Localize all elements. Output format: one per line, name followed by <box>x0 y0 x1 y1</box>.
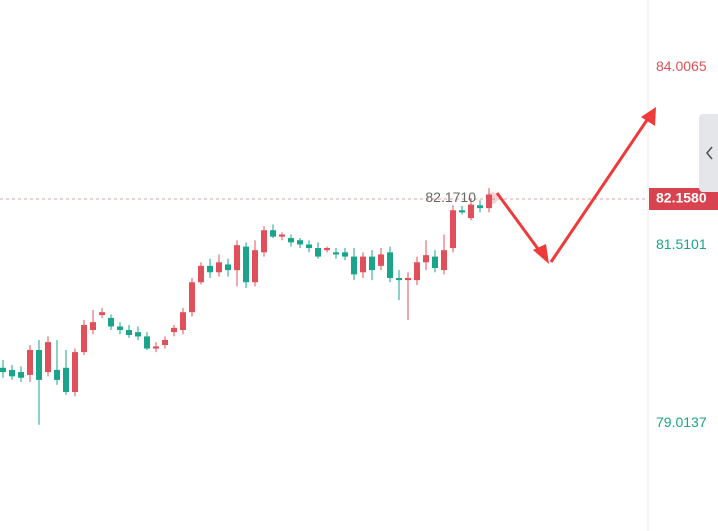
candle-body <box>333 252 339 255</box>
candle-body <box>270 230 276 237</box>
candle-body <box>360 256 366 273</box>
candle-body <box>108 317 114 327</box>
candle-body <box>99 312 105 316</box>
candle-body <box>288 238 294 243</box>
candle-body <box>369 256 375 271</box>
candle-body <box>216 262 222 273</box>
candle-body <box>180 312 186 331</box>
candle-body <box>153 346 159 349</box>
candle-body <box>207 265 213 273</box>
candle-body <box>63 367 69 393</box>
candle-body <box>396 277 402 281</box>
candle-body <box>387 252 393 278</box>
candle-body <box>459 210 465 213</box>
candle-body <box>252 250 258 283</box>
y-tick-label: 81.5101 <box>656 236 707 252</box>
candle-body <box>126 330 132 335</box>
y-tick-label: 84.0065 <box>656 58 707 74</box>
candle-body <box>315 248 321 257</box>
candle-body <box>9 369 15 377</box>
candle-body <box>414 262 420 281</box>
candle-body <box>378 254 384 266</box>
candle-body <box>18 372 24 378</box>
candle-body <box>279 234 285 237</box>
candle-body <box>405 277 411 281</box>
candle-body <box>297 240 303 245</box>
candle-body <box>450 210 456 249</box>
candle-body <box>468 204 474 219</box>
arrow-head <box>533 244 549 264</box>
candle-body <box>306 244 312 249</box>
candle-body <box>234 245 240 271</box>
candle-body <box>45 342 51 373</box>
candle-body <box>90 322 96 331</box>
chevron-icon <box>705 146 713 160</box>
candle-body <box>441 250 447 271</box>
candle-body <box>54 369 60 380</box>
candle-body <box>189 282 195 313</box>
candle-body <box>351 256 357 275</box>
annotation-label: 82.1710 <box>425 189 476 205</box>
candle-body <box>81 325 87 353</box>
plot-area: 84.0065 81.5101 79.0137 82.1580 82.1710 <box>0 58 718 430</box>
candle-body <box>486 194 492 209</box>
candle-body <box>243 246 249 283</box>
candle-body <box>324 248 330 251</box>
candle-body <box>423 255 429 263</box>
arrow-up <box>549 119 649 263</box>
candle-body <box>171 327 177 333</box>
y-tick-label: 79.0137 <box>656 414 707 430</box>
candle-body <box>0 367 6 373</box>
side-handle[interactable] <box>699 114 718 192</box>
forecast-arrow <box>495 107 656 264</box>
candle-body <box>198 265 204 283</box>
arrow-down <box>495 192 543 254</box>
candle-body <box>135 332 141 337</box>
current-price-label: 82.1580 <box>656 190 707 206</box>
current-price-box <box>649 188 718 211</box>
candle-body <box>477 205 483 209</box>
candle-body <box>117 326 123 331</box>
candle-body <box>261 230 267 253</box>
annotation-marker <box>486 192 498 205</box>
candle-body <box>27 349 33 375</box>
candle-body <box>72 352 78 393</box>
arrow-head <box>641 107 656 126</box>
candle-body <box>162 339 168 345</box>
collapse-tab[interactable] <box>699 114 718 192</box>
candle-body <box>144 336 150 349</box>
candle-body <box>342 252 348 257</box>
candle-body <box>225 264 231 271</box>
candle-body <box>36 349 42 380</box>
candle-body <box>432 256 438 268</box>
